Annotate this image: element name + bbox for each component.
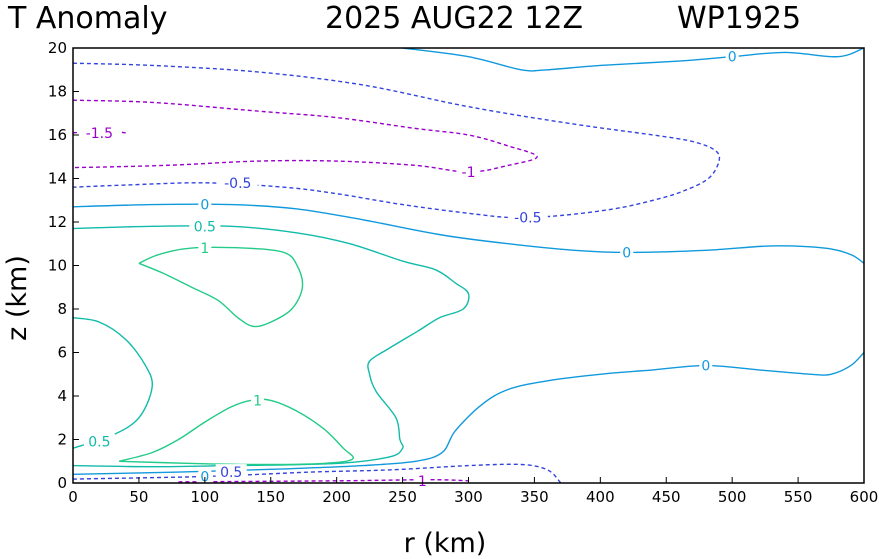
x-tick-label: 550 — [784, 488, 813, 506]
contour-label-bg — [79, 124, 120, 141]
contour-line-1-7 — [138, 246, 304, 328]
contour-line-neg0.5-10 — [72, 463, 562, 484]
contour-label: 0 — [701, 359, 710, 375]
contour-label: -0.5 — [514, 211, 541, 227]
contour-line-neg0.5-1 — [72, 62, 721, 219]
contour-label-bg — [507, 209, 548, 226]
contour-label: -1.5 — [86, 126, 113, 142]
x-tick-label: 150 — [256, 488, 285, 506]
x-axis: 0 50 100 150 200 250 300 350 400 450 500 550 600 — [68, 477, 878, 506]
y-tick-label: 18 — [48, 83, 67, 101]
y-axis: 0 2 4 6 8 10 12 14 16 18 20 — [48, 39, 79, 492]
x-tick-label: 450 — [652, 488, 681, 506]
y-tick-label: 6 — [57, 344, 67, 362]
contour-label-bg — [620, 244, 634, 261]
y-tick-label: 14 — [48, 170, 67, 188]
contour-label-bg — [251, 392, 265, 409]
x-tick-label: 0 — [68, 488, 78, 506]
contour-label-bg — [198, 196, 212, 213]
chart-title-left: T Anomaly — [7, 1, 167, 36]
contour-label: 1 — [418, 474, 427, 490]
y-tick-label: 16 — [48, 126, 67, 144]
y-tick-label: 0 — [57, 474, 67, 492]
x-tick-label: 350 — [520, 488, 549, 506]
chart-title-date: 2025 AUG22 12Z — [325, 1, 583, 36]
y-tick-label: 12 — [48, 213, 67, 231]
contour-label: 0.5 — [220, 465, 242, 481]
x-tick-label: 400 — [586, 488, 615, 506]
x-tick-label: 100 — [191, 488, 220, 506]
contour-line-0-4 — [72, 203, 865, 264]
contour-label: 0 — [728, 50, 737, 66]
x-tick-label: 300 — [454, 488, 483, 506]
contour-label: 0.5 — [194, 219, 216, 235]
contour-line-0-0 — [402, 47, 865, 72]
y-tick-label: 8 — [57, 300, 67, 318]
contour-line-0.5-5 — [72, 225, 470, 468]
contour-label-bg — [198, 468, 212, 485]
y-tick-label: 4 — [57, 387, 67, 405]
contour-label: 0.5 — [88, 435, 110, 451]
contour-label-bg — [217, 174, 258, 191]
contour-label-bg — [189, 218, 221, 235]
y-tick-label: 10 — [48, 257, 67, 275]
contour-label-bg — [725, 48, 739, 65]
contour-label-bg — [83, 433, 115, 450]
contour-label-bg — [415, 472, 429, 489]
contour-label: 1 — [200, 241, 209, 257]
contour-line-0-9 — [72, 352, 865, 475]
x-tick-label: 500 — [718, 488, 747, 506]
contour-label: 0 — [622, 245, 631, 261]
x-tick-label: 200 — [322, 488, 351, 506]
contour-label: 0 — [200, 198, 209, 214]
contour-line-neg1-2 — [72, 99, 538, 173]
y-tick-label: 2 — [57, 431, 67, 449]
contour-line-1-8 — [118, 398, 354, 466]
contours-layer — [72, 47, 865, 484]
plot-frame — [72, 47, 865, 484]
contour-label: 1 — [253, 393, 262, 409]
y-tick-label: 20 — [48, 39, 67, 57]
contour-label-bg — [198, 240, 212, 257]
x-tick-label: 50 — [129, 488, 148, 506]
contour-line-0.5-6 — [72, 317, 154, 449]
contour-label-bg — [457, 163, 480, 180]
x-tick-label: 250 — [388, 488, 417, 506]
y-axis-label: z (km) — [2, 255, 33, 341]
contour-label-bg — [215, 464, 247, 481]
x-axis-label: r (km) — [404, 528, 487, 559]
contour-label: -0.5 — [224, 176, 251, 192]
x-tick-label: 600 — [850, 488, 879, 506]
chart-title-storm: WP1925 — [677, 1, 801, 36]
contour-label-bg — [699, 357, 713, 374]
contour-label: -1 — [462, 165, 476, 181]
contour-line-neg1-11 — [178, 478, 469, 483]
